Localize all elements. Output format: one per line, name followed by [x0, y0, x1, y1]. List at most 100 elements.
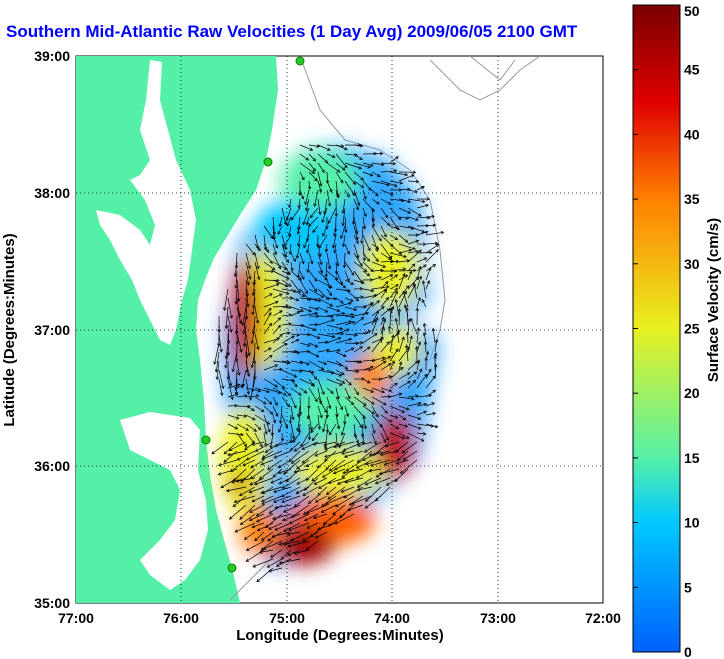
colorbar-tick-label: 5 [684, 579, 692, 595]
velocity-arrowhead [319, 270, 324, 274]
velocity-arrow [380, 396, 391, 398]
velocity-arrowhead [395, 331, 400, 336]
velocity-arrowhead [305, 207, 309, 212]
velocity-arrow [344, 306, 357, 311]
velocity-arrow [308, 270, 318, 282]
velocity-arrow [362, 432, 364, 445]
velocity-arrowhead [234, 426, 239, 430]
velocity-arrowhead [260, 490, 264, 494]
velocity-arrowhead [379, 151, 384, 156]
velocity-arrow [380, 375, 392, 380]
velocity-arrow [335, 302, 352, 308]
velocity-arrowhead [296, 231, 301, 235]
velocity-arrowhead [243, 414, 248, 418]
velocity-arrow [416, 423, 434, 427]
velocity-arrowhead [244, 446, 248, 451]
velocity-arrow [310, 207, 319, 218]
velocity-arrow [308, 288, 324, 298]
velocity-arrow [308, 387, 318, 402]
velocity-arrowhead [277, 231, 281, 235]
velocity-arrow [306, 522, 319, 529]
velocity-arrow [353, 216, 358, 234]
map-title: Southern Mid-Atlantic Raw Velocities (1 … [6, 22, 578, 41]
velocity-arrowhead [266, 421, 271, 425]
velocity-arrow [371, 225, 382, 241]
velocity-arrow [371, 180, 390, 186]
velocity-arrowhead [234, 529, 239, 533]
velocity-arrowhead [399, 181, 404, 185]
velocity-arrow [317, 341, 329, 344]
velocity-arrow [289, 414, 292, 424]
velocity-arrow [389, 325, 391, 335]
velocity-arrowhead [366, 272, 371, 277]
velocity-arrowhead [274, 384, 278, 388]
velocity-arrow [353, 432, 359, 444]
velocity-arrowhead [350, 401, 355, 406]
velocity-arrowhead [340, 300, 344, 304]
velocity-arrow [296, 243, 301, 259]
velocity-arrowhead [308, 308, 312, 313]
velocity-arrow [398, 380, 411, 389]
velocity-arrowhead [339, 281, 343, 286]
velocity-arrowhead [287, 544, 291, 548]
velocity-arrowhead [415, 233, 420, 237]
velocity-arrowhead [407, 210, 412, 214]
velocity-arrowhead [286, 222, 290, 227]
velocity-arrow [294, 441, 310, 452]
velocity-arrowhead [397, 216, 402, 221]
velocity-arrow [263, 301, 279, 308]
velocity-arrow [267, 558, 283, 568]
velocity-arrowhead [415, 217, 419, 221]
velocity-arrow [237, 450, 256, 461]
velocity-arrow [389, 308, 392, 326]
velocity-arrowhead [440, 230, 445, 235]
velocity-arrow [322, 225, 328, 237]
velocity-arrowhead [226, 340, 231, 345]
velocity-arrowhead [306, 249, 310, 254]
velocity-arrowhead [385, 296, 389, 301]
velocity-arrow [425, 242, 438, 245]
velocity-arrowhead [263, 443, 268, 447]
x-tick-label: 74:00 [374, 610, 410, 626]
velocity-arrowhead [274, 364, 279, 368]
velocity-arrow [380, 341, 390, 353]
velocity-arrowhead [429, 250, 433, 255]
velocity-arrowhead [283, 528, 287, 532]
velocity-arrowhead [321, 474, 326, 478]
velocity-arrowhead [247, 265, 251, 270]
velocity-arrow [317, 459, 328, 469]
velocity-arrowhead [262, 401, 267, 405]
velocity-arrowhead [252, 282, 256, 286]
velocity-arrowhead [356, 202, 361, 207]
velocity-arrow [380, 207, 389, 218]
velocity-arrowhead [387, 201, 392, 205]
velocity-arrow [389, 288, 398, 299]
velocity-arrowhead [290, 216, 295, 221]
velocity-arrow [274, 522, 292, 531]
velocity-arrowhead [310, 429, 314, 434]
velocity-arrow [302, 531, 319, 542]
velocity-arrowhead [427, 267, 432, 271]
velocity-arrow [422, 280, 427, 299]
velocity-arrow [425, 280, 430, 290]
velocity-arrowhead [318, 400, 323, 405]
velocity-arrowhead [220, 484, 225, 489]
velocity-arrowhead [395, 284, 399, 288]
velocity-arrowhead [318, 211, 322, 216]
velocity-arrow [302, 486, 319, 496]
velocity-arrow [252, 279, 256, 296]
velocity-arrow [306, 243, 310, 253]
velocity-arrow [407, 432, 424, 442]
velocity-arrowhead [239, 349, 243, 353]
velocity-arrowhead [280, 438, 285, 442]
velocity-arrow [254, 261, 260, 280]
y-tick-label: 35:00 [34, 595, 70, 611]
velocity-arrow [407, 319, 410, 335]
velocity-arrow [389, 207, 402, 220]
velocity-arrow [227, 393, 238, 398]
velocity-arrowhead [314, 344, 319, 348]
velocity-arrow [288, 450, 301, 462]
velocity-arrow [249, 486, 265, 493]
velocity-arrow [317, 333, 335, 338]
velocity-arrowhead [398, 392, 403, 396]
